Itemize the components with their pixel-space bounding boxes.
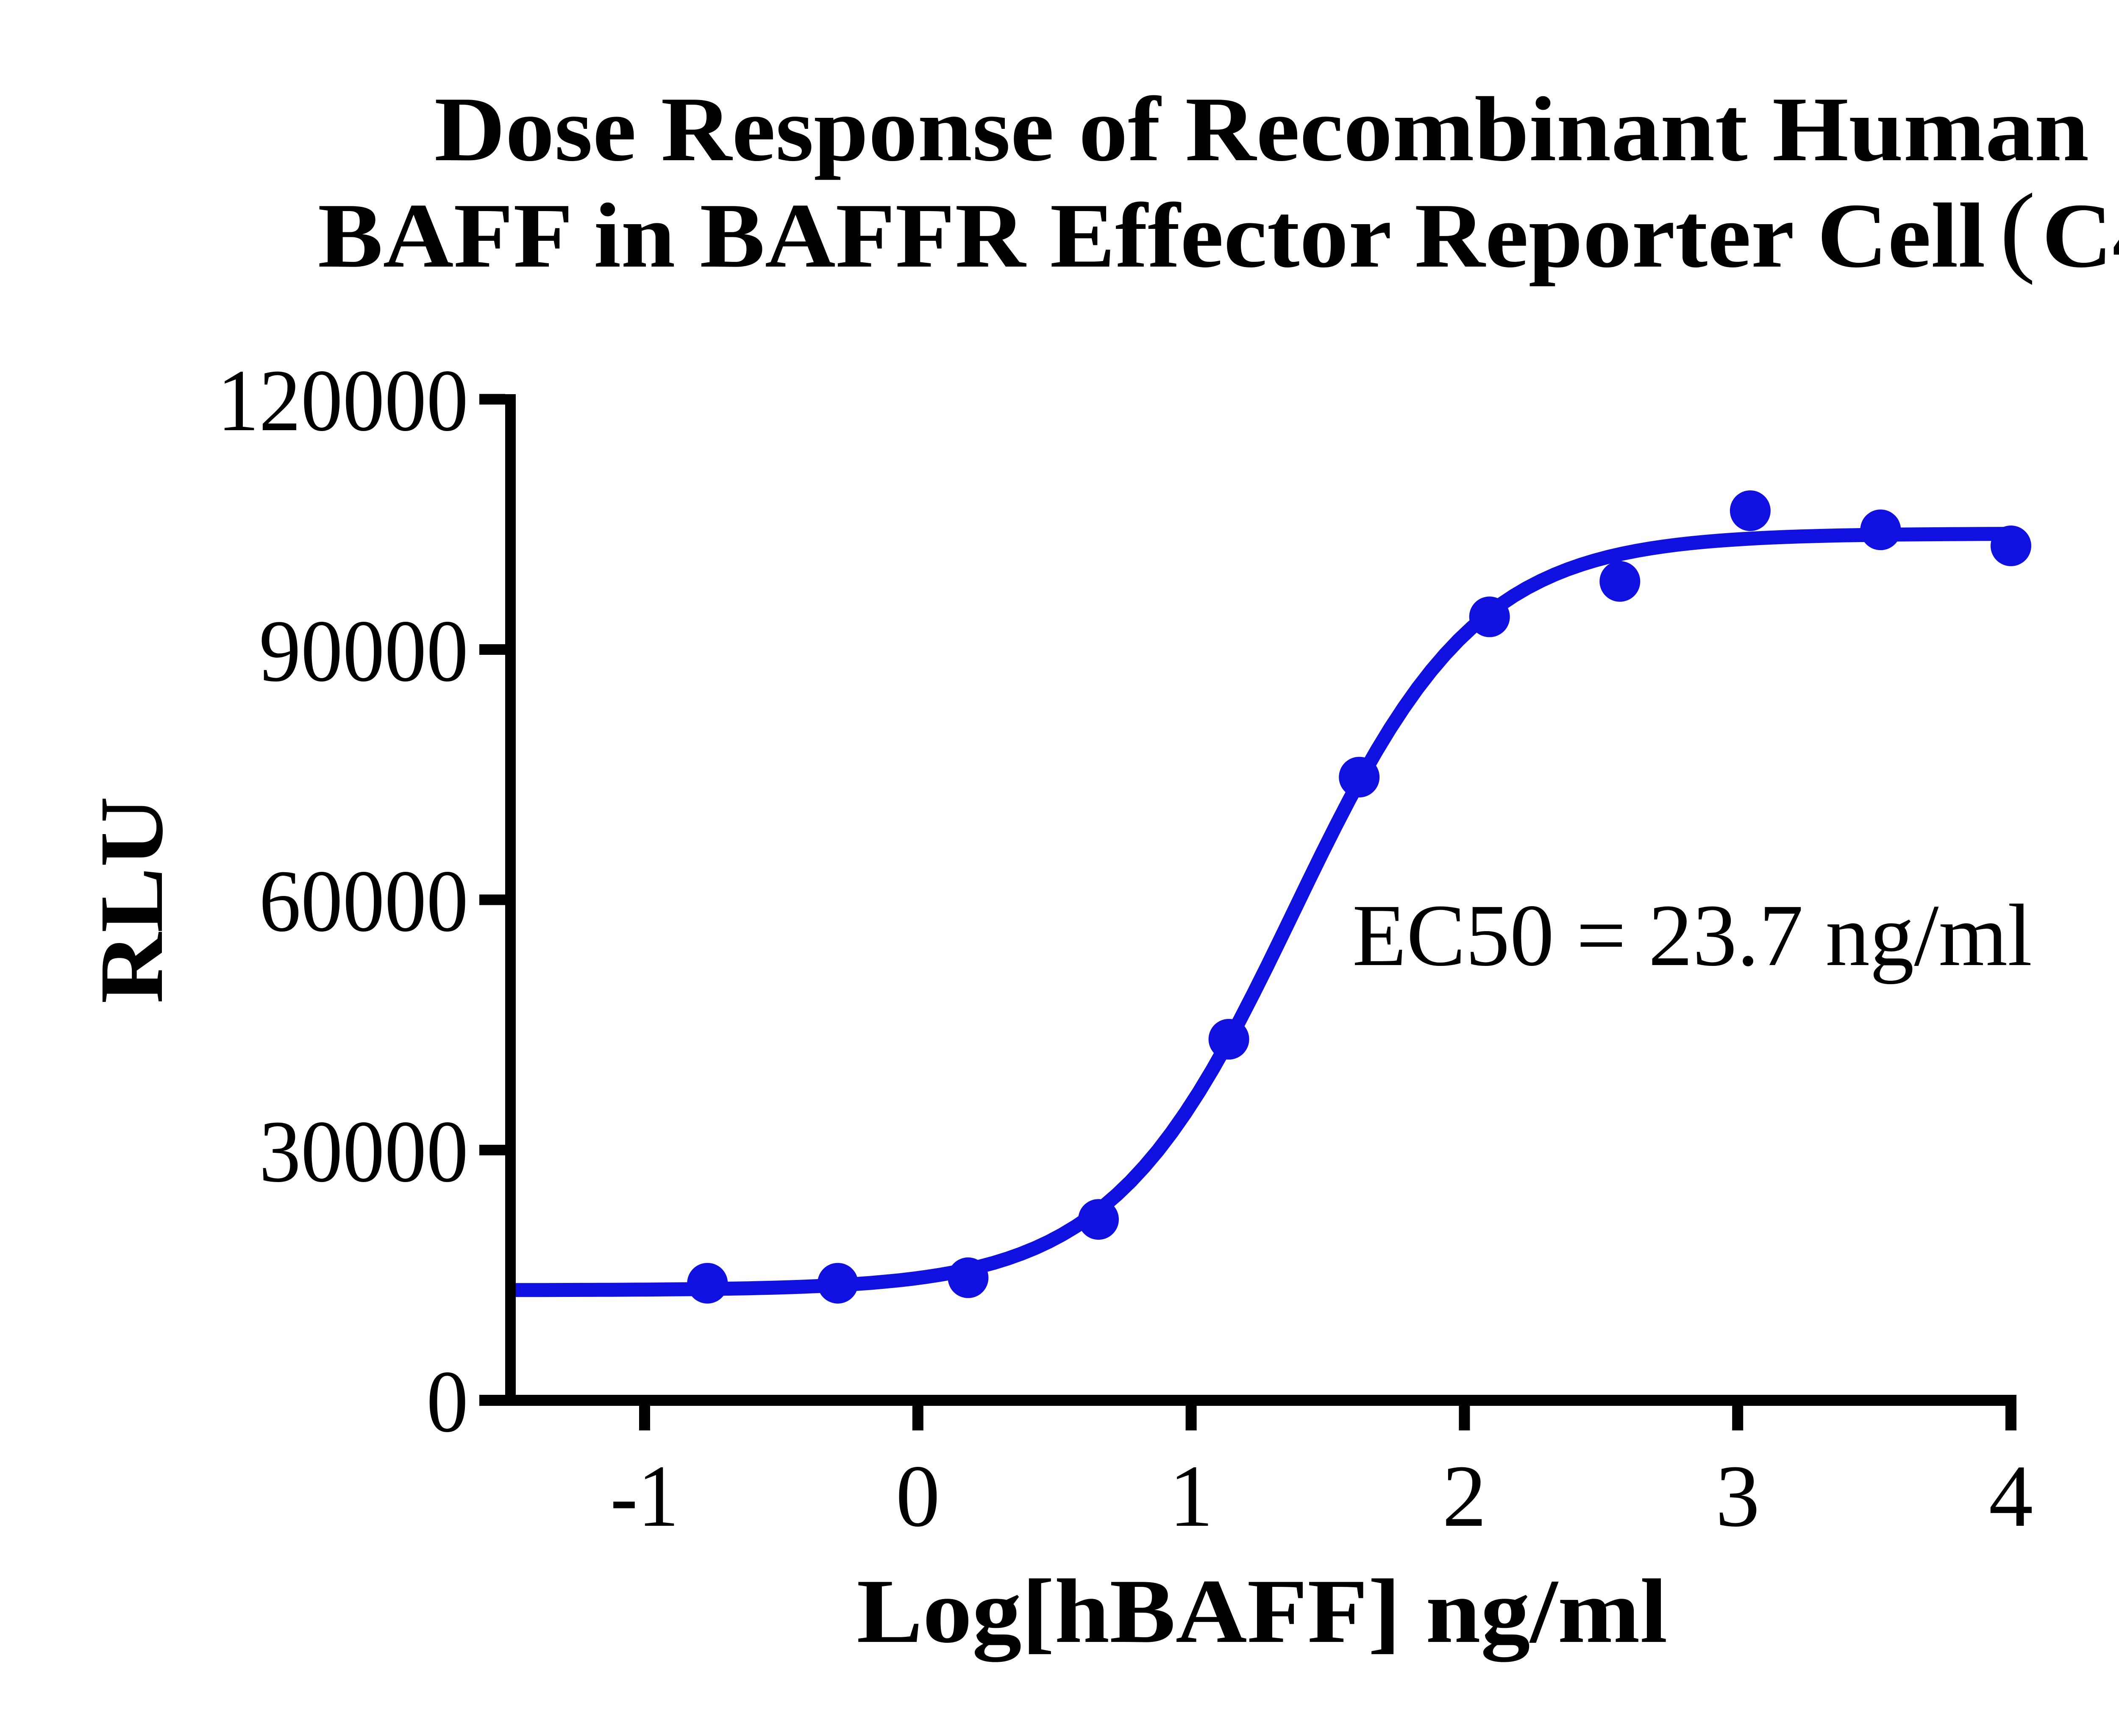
svg-text:RLU: RLU bbox=[81, 796, 182, 1004]
svg-text:Log[hBAFF] ng/ml: Log[hBAFF] ng/ml bbox=[856, 1561, 1667, 1662]
svg-text:30000: 30000 bbox=[259, 1102, 468, 1200]
svg-text:1: 1 bbox=[1169, 1447, 1213, 1545]
svg-text:4: 4 bbox=[1989, 1447, 2033, 1545]
svg-text:Dose Response of Recombinant H: Dose Response of Recombinant Human bbox=[434, 78, 2089, 180]
svg-text:0: 0 bbox=[896, 1447, 940, 1545]
svg-text:BAFF in BAFFR Effector Reporte: BAFF in BAFFR Effector Reporter Cell(C4) bbox=[318, 173, 2119, 287]
svg-text:EC50 = 23.7 ng/ml: EC50 = 23.7 ng/ml bbox=[1352, 887, 2032, 985]
svg-text:-1: -1 bbox=[610, 1447, 679, 1545]
svg-text:3: 3 bbox=[1716, 1447, 1760, 1545]
svg-text:0: 0 bbox=[426, 1352, 468, 1450]
svg-text:60000: 60000 bbox=[259, 852, 468, 950]
svg-text:120000: 120000 bbox=[217, 351, 468, 449]
svg-text:2: 2 bbox=[1442, 1447, 1487, 1545]
svg-text:90000: 90000 bbox=[259, 602, 468, 700]
